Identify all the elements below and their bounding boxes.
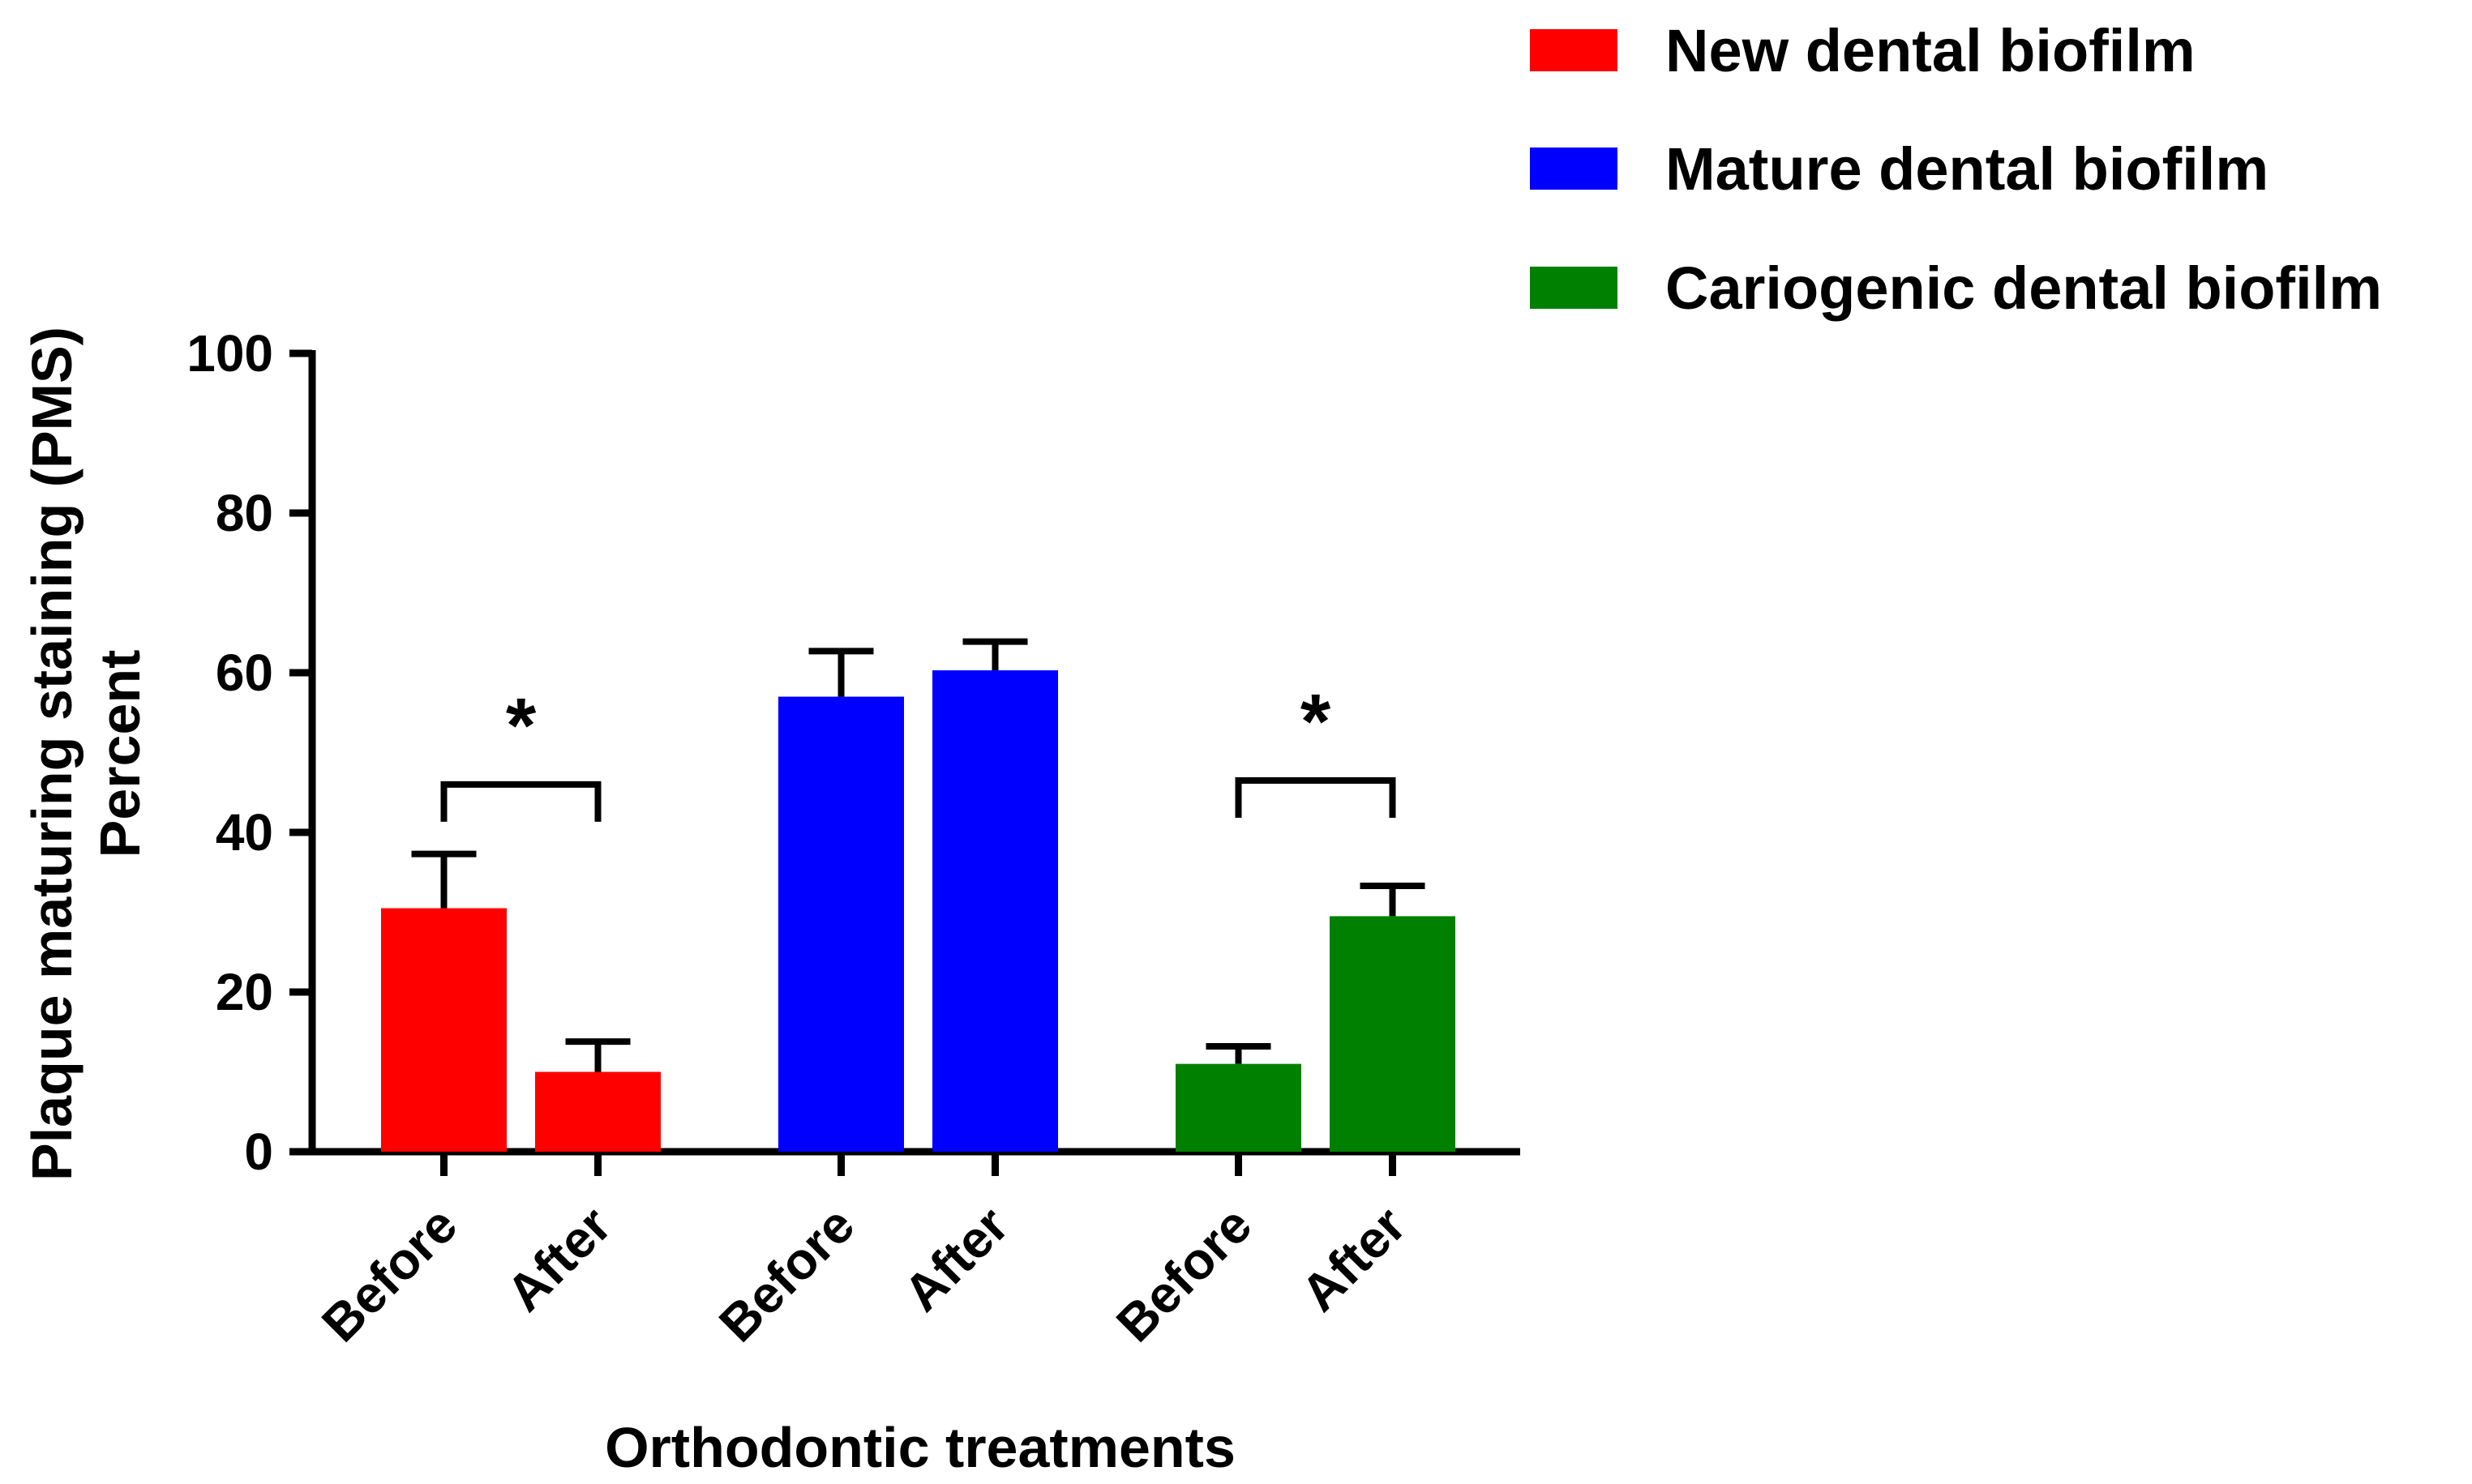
y-tick-label: 60 [216, 644, 273, 702]
significance-bracket [440, 780, 602, 822]
bar [1176, 1063, 1301, 1152]
x-tick-label: Before [1105, 1195, 1262, 1353]
x-tick-label: Before [708, 1195, 865, 1353]
legend-label: Mature dental biofilm [1665, 135, 2268, 203]
bar [1330, 916, 1455, 1152]
x-tick-label: Before [311, 1195, 468, 1353]
x-tick-label: After [495, 1195, 623, 1323]
x-tick-label: After [893, 1195, 1020, 1323]
y-axis-title: Plaque maturing staining (PMS) [20, 327, 84, 1181]
y-tick-label: 0 [244, 1123, 273, 1181]
legend-label: New dental biofilm [1665, 17, 2196, 84]
significance-marker: * [506, 682, 537, 769]
x-tick-label: After [1290, 1195, 1417, 1323]
significance-bracket [1235, 776, 1396, 818]
y-tick-label: 100 [186, 324, 273, 383]
y-tick-label: 80 [216, 484, 273, 542]
bar [932, 670, 1058, 1152]
bar [381, 908, 507, 1152]
legend-label: Cariogenic dental biofilm [1665, 254, 2382, 322]
legend-swatch [1530, 267, 1617, 309]
bar [778, 696, 904, 1152]
significance-marker: * [1300, 678, 1331, 765]
y-tick-label: 40 [216, 803, 273, 862]
legend-swatch [1530, 29, 1617, 71]
legend-swatch [1530, 148, 1617, 190]
bar [535, 1071, 661, 1152]
x-axis-title: Orthodontic treatments [605, 1416, 1236, 1479]
y-tick-label: 20 [216, 963, 273, 1021]
y-axis-title-unit: Percent [88, 650, 152, 858]
